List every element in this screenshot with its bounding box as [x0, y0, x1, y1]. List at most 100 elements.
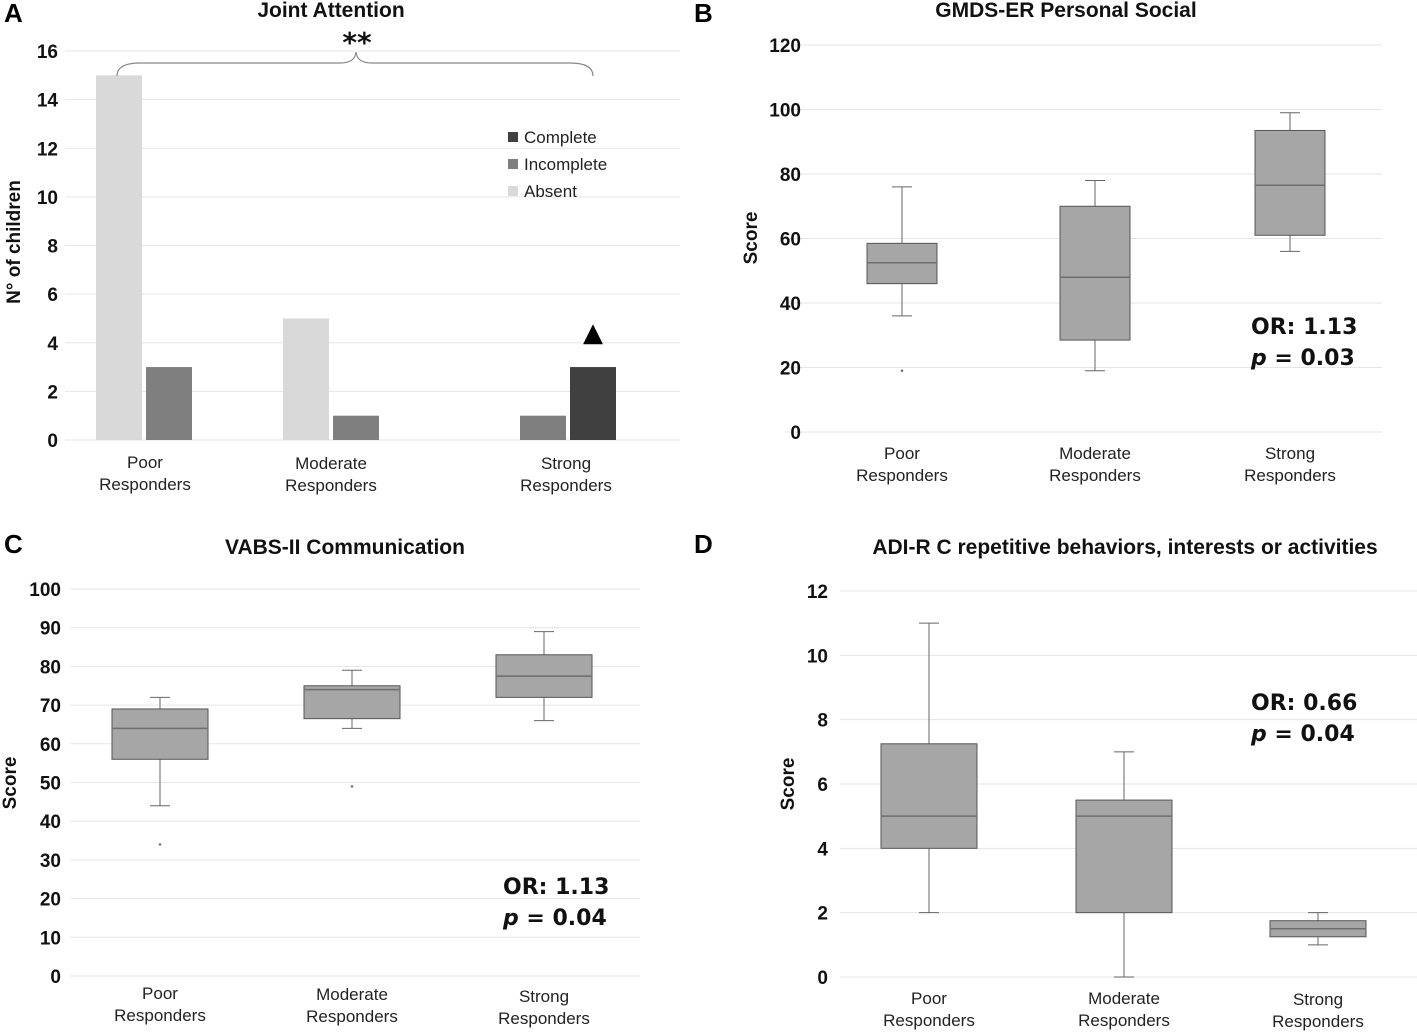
y-tick-label: 2 — [47, 382, 58, 403]
panel-b-gmds-er: B GMDS-ER Personal Social Score 0 20 40 60 8… — [694, 0, 1382, 485]
chart-title: GMDS-ER Personal Social — [935, 0, 1196, 22]
chart-title: Joint Attention — [257, 0, 404, 22]
x-tick-label: Poor — [127, 453, 163, 472]
x-tick-label: Moderate — [295, 454, 367, 473]
y-tick-label: 0 — [47, 431, 58, 452]
y-tick-label: 12 — [807, 582, 828, 603]
y-tick-label: 10 — [807, 646, 828, 667]
y-tick-label: 10 — [37, 188, 58, 209]
bar-incomplete — [146, 367, 192, 440]
chart-title: ADI-R C repetitive behaviors, interests … — [872, 536, 1377, 559]
x-tick-label: Responders — [99, 475, 191, 494]
panel-letter-d: D — [694, 529, 713, 559]
box-iqr — [1059, 205, 1131, 341]
y-tick-label: 12 — [37, 139, 58, 160]
significance-stars: ** — [342, 26, 372, 59]
bar-incomplete — [520, 415, 566, 440]
y-tick-label: 4 — [817, 839, 828, 860]
legend: Complete Incomplete Absent — [508, 128, 607, 201]
x-tick-label: Responders — [114, 1006, 206, 1025]
significance-bracket — [116, 51, 594, 77]
x-tick-label: Strong — [1265, 444, 1315, 463]
y-tick-label: 6 — [47, 285, 58, 306]
panel-letter-b: B — [694, 0, 713, 28]
bar-incomplete — [333, 415, 379, 440]
y-tick-label: 8 — [817, 711, 828, 732]
x-tick-label: Poor — [884, 444, 920, 463]
x-tick-label: Responders — [1078, 1011, 1170, 1030]
y-tick-label: 50 — [40, 774, 61, 795]
x-tick-label: Responders — [1049, 466, 1141, 485]
box-iqr — [111, 708, 209, 760]
panel-letter-a: A — [4, 0, 23, 28]
x-tick-label: Strong — [519, 987, 569, 1006]
legend-swatch-complete — [508, 132, 518, 142]
p-value: p = 0.03 — [1250, 346, 1355, 371]
y-tick-label: 100 — [769, 101, 801, 122]
x-tick-label: Moderate — [1088, 989, 1160, 1008]
y-tick-label: 90 — [40, 619, 61, 640]
y-tick-label: 10 — [40, 928, 61, 949]
legend-label-absent: Absent — [524, 182, 577, 201]
y-axis-label: Score — [778, 758, 799, 811]
x-tick-label: Poor — [142, 984, 178, 1003]
legend-label-complete: Complete — [524, 128, 597, 147]
odds-ratio: OR: 1.13 — [503, 875, 609, 900]
y-tick-label: 40 — [40, 812, 61, 833]
chart-title: VABS-II Communication — [225, 536, 465, 559]
x-tick-label: Responders — [306, 1007, 398, 1026]
y-tick-label: 4 — [47, 334, 58, 355]
y-tick-label: 70 — [40, 696, 61, 717]
y-tick-label: 80 — [780, 165, 801, 186]
x-tick-label: Responders — [883, 1011, 975, 1030]
x-tick-label: Moderate — [1059, 444, 1131, 463]
y-tick-label: 0 — [790, 423, 801, 444]
panel-d-adi-r: D ADI-R C repetitive behaviors, interest… — [694, 529, 1417, 1031]
box-iqr — [880, 743, 978, 849]
x-tick-label: Poor — [911, 989, 947, 1008]
y-tick-label: 30 — [40, 851, 61, 872]
x-tick-label: Moderate — [316, 985, 388, 1004]
p-value: p = 0.04 — [502, 906, 607, 931]
y-tick-label: 60 — [780, 230, 801, 251]
x-tick-label: Responders — [856, 466, 948, 485]
box-iqr — [1075, 799, 1173, 914]
x-tick-label: Strong — [1293, 990, 1343, 1009]
bar-absent — [283, 318, 329, 440]
legend-label-incomplete: Incomplete — [524, 155, 607, 174]
p-value: p = 0.04 — [1250, 722, 1355, 747]
y-tick-label: 20 — [40, 890, 61, 911]
x-tick-label: Responders — [498, 1009, 590, 1028]
x-tick-label: Responders — [285, 476, 377, 495]
outlier-point — [900, 369, 904, 373]
y-tick-label: 120 — [769, 36, 801, 57]
y-tick-label: 60 — [40, 735, 61, 756]
y-tick-label: 16 — [37, 42, 58, 63]
outlier-point — [350, 785, 354, 788]
y-tick-label: 20 — [780, 359, 801, 380]
triangle-marker: ▲ — [583, 318, 603, 348]
box-iqr — [303, 685, 401, 720]
legend-swatch-incomplete — [508, 159, 518, 169]
panel-a-joint-attention: A Joint Attention N° of children 0 2 4 6 8 10… — [4, 0, 680, 495]
odds-ratio: OR: 0.66 — [1251, 691, 1357, 716]
x-tick-label: Responders — [1272, 1012, 1364, 1031]
x-tick-label: Responders — [520, 476, 612, 495]
y-tick-label: 100 — [29, 580, 61, 601]
y-tick-label: 14 — [37, 91, 59, 112]
y-tick-label: 6 — [817, 775, 828, 796]
y-axis-label: Score — [741, 212, 762, 265]
bar-absent — [96, 75, 142, 440]
x-tick-label: Strong — [541, 454, 591, 473]
y-tick-label: 0 — [50, 967, 61, 988]
panel-letter-c: C — [4, 529, 23, 559]
y-axis-label: Score — [0, 757, 21, 810]
outlier-point — [158, 843, 162, 846]
legend-swatch-absent — [508, 186, 518, 196]
y-tick-label: 40 — [780, 294, 801, 315]
y-axis-label: N° of children — [4, 180, 25, 304]
box-iqr — [866, 242, 938, 285]
x-tick-label: Responders — [1244, 466, 1336, 485]
y-tick-label: 0 — [817, 968, 828, 989]
